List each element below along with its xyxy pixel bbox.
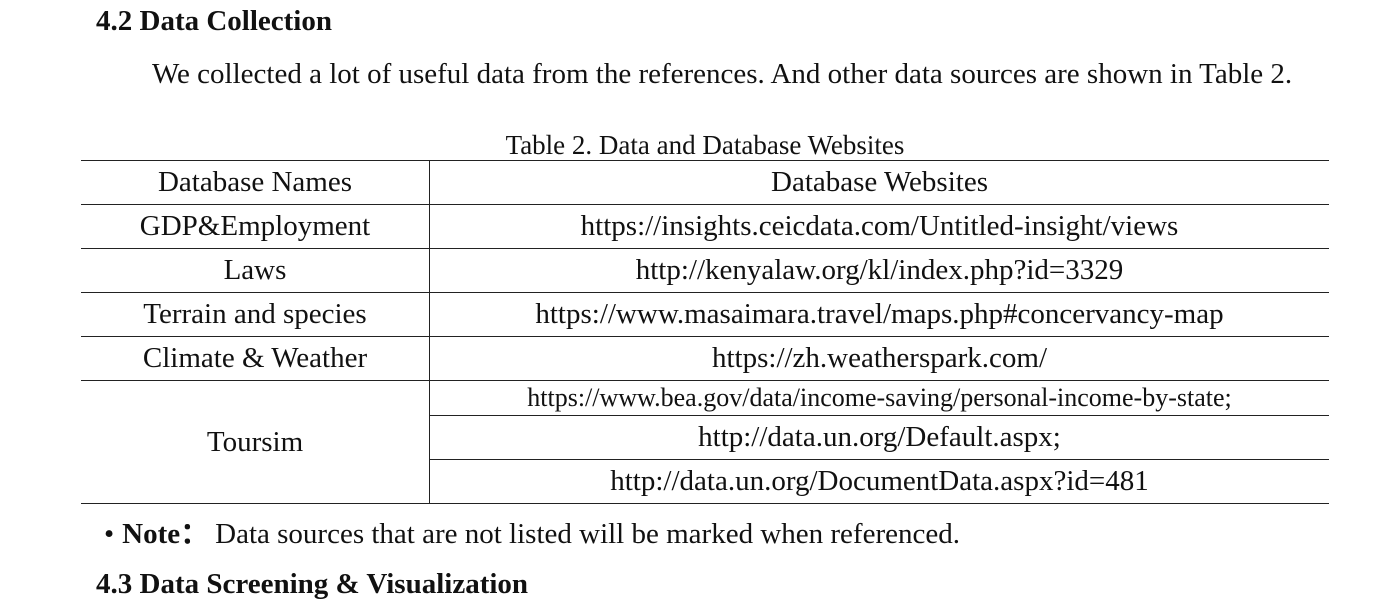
database-website-cell: http://data.un.org/Default.aspx; — [429, 415, 1329, 460]
table-row: Toursim https://www.bea.gov/data/income-… — [81, 380, 1329, 504]
table-header-row: Database Names Database Websites — [81, 160, 1329, 205]
database-website-cell: https://insights.ceicdata.com/Untitled-i… — [429, 204, 1329, 249]
database-table: Database Names Database Websites GDP&Emp… — [81, 160, 1329, 504]
table-row: Climate & Weather https://zh.weatherspar… — [81, 336, 1329, 381]
database-name-cell: GDP&Employment — [81, 204, 430, 249]
database-website-cell: http://data.un.org/DocumentData.aspx?id=… — [429, 459, 1329, 504]
database-website-cell: https://www.bea.gov/data/income-saving/p… — [429, 380, 1329, 416]
database-name-cell: Laws — [81, 248, 430, 293]
table-row: http://data.un.org/DocumentData.aspx?id=… — [81, 459, 1329, 504]
database-name-cell-tourism: Toursim — [81, 380, 430, 504]
next-section-heading: 4.3 Data Screening & Visualization — [96, 568, 529, 600]
table-note: • Note： Data sources that are not listed w… — [104, 516, 960, 552]
note-text: Data sources that are not listed will be… — [215, 518, 960, 550]
database-name-cell: Terrain and species — [81, 292, 430, 337]
table-row: GDP&Employment https://insights.ceicdata… — [81, 204, 1329, 249]
section-heading: 4.2 Data Collection — [96, 5, 332, 37]
database-website-cell: https://www.masaimara.travel/maps.php#co… — [429, 292, 1329, 337]
header-database-websites: Database Websites — [429, 160, 1329, 205]
table-caption: Table 2. Data and Database Websites — [505, 130, 905, 160]
table-row: http://data.un.org/Default.aspx; — [81, 415, 1329, 460]
table-row: Laws http://kenyalaw.org/kl/index.php?id… — [81, 248, 1329, 293]
section-paragraph: We collected a lot of useful data from t… — [152, 58, 1293, 90]
database-website-cell: https://zh.weatherspark.com/ — [429, 336, 1329, 381]
header-database-names: Database Names — [81, 160, 430, 205]
note-label: Note： — [122, 518, 210, 550]
table-row: Terrain and species https://www.masaimar… — [81, 292, 1329, 337]
database-name-cell: Climate & Weather — [81, 336, 430, 381]
bullet-mark: • — [104, 518, 115, 550]
database-website-cell: http://kenyalaw.org/kl/index.php?id=3329 — [429, 248, 1329, 293]
